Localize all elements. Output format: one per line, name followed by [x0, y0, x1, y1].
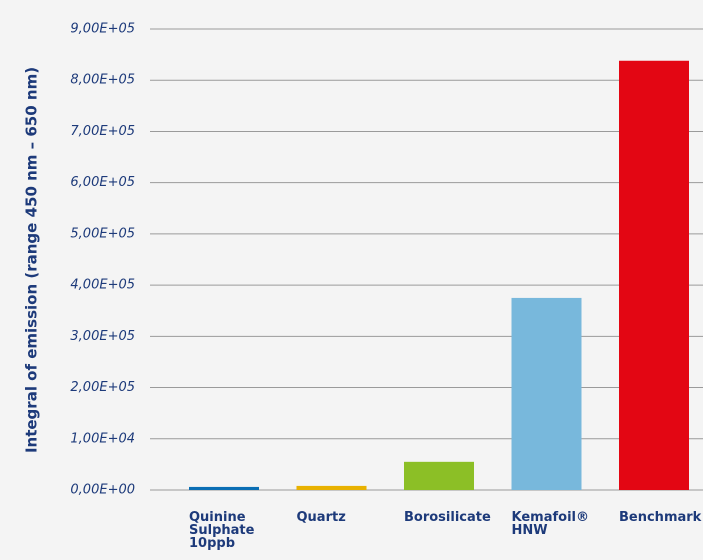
y-tick-label: 5,00E+05 — [70, 226, 135, 241]
x-tick-label: Quinine Sulphate 10ppb — [189, 510, 255, 551]
x-tick-label: Quartz — [296, 510, 346, 525]
x-tick-label: Borosilicate — [404, 510, 491, 525]
bar — [189, 486, 259, 490]
x-tick-label: Kemafoil® HNW — [511, 510, 589, 538]
x-tick-label: Benchmark — [619, 510, 702, 525]
y-tick-label: 3,00E+05 — [70, 329, 135, 344]
y-tick-label: 9,00E+05 — [70, 22, 135, 37]
bar — [511, 297, 582, 490]
y-tick-label: 1,00E+04 — [70, 431, 135, 446]
y-tick-label: 0,00E+00 — [70, 483, 135, 498]
y-tick-label: 6,00E+05 — [70, 175, 135, 190]
y-tick-label: 4,00E+05 — [70, 278, 135, 293]
bar — [619, 60, 689, 490]
y-tick-label: 7,00E+05 — [70, 124, 135, 139]
y-axis-label: Integral of emission (range 450 nm – 650… — [23, 67, 41, 453]
bar — [296, 485, 367, 490]
y-tick-label: 2,00E+05 — [70, 380, 135, 395]
bar — [404, 461, 474, 490]
y-tick-label: 8,00E+05 — [70, 73, 135, 88]
